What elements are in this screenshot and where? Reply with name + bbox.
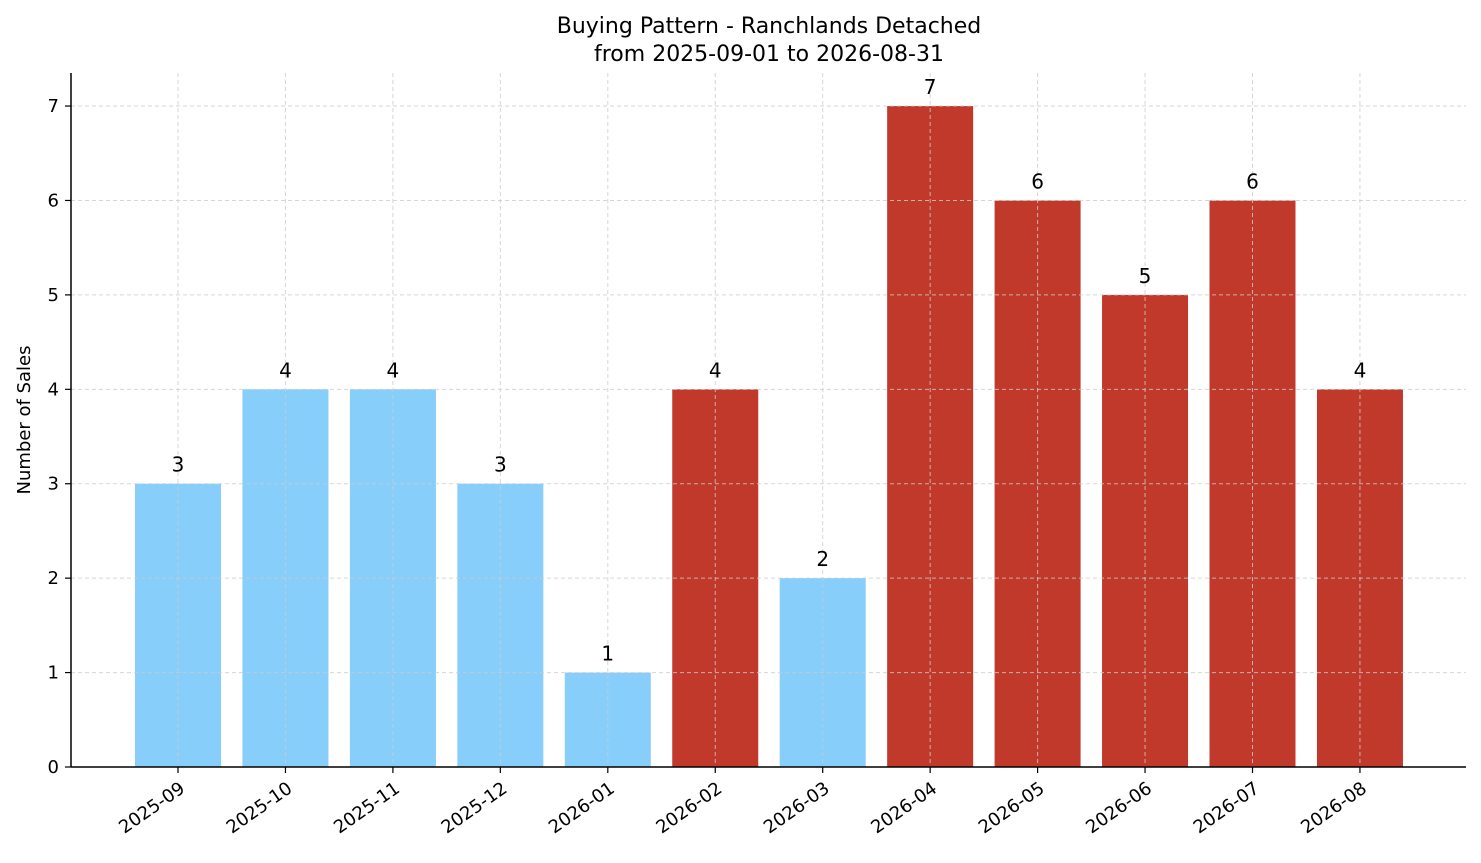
bar-value-label: 4 <box>387 358 400 382</box>
y-tick-label: 2 <box>48 568 59 589</box>
x-tick-label: 2026-03 <box>760 778 834 838</box>
x-tick-label: 2026-08 <box>1297 778 1371 838</box>
chart-title: Buying Pattern - Ranchlands Detached <box>557 14 982 39</box>
bar-value-label: 3 <box>172 453 185 477</box>
y-tick-label: 4 <box>48 379 59 400</box>
y-axis-label: Number of Sales <box>14 345 35 494</box>
bar-value-label: 7 <box>924 75 937 99</box>
x-tick-label: 2026-05 <box>975 778 1049 838</box>
bar-value-label: 3 <box>494 453 507 477</box>
bar-value-label: 4 <box>1354 358 1367 382</box>
bar <box>1209 200 1296 768</box>
y-tick-label: 6 <box>48 190 59 211</box>
x-tick-label: 2026-01 <box>545 778 619 838</box>
chart-subtitle: from 2025-09-01 to 2026-08-31 <box>594 42 944 67</box>
x-tick-label: 2026-02 <box>652 778 726 838</box>
x-tick-label: 2025-11 <box>330 778 404 838</box>
x-tick-label: 2025-10 <box>223 778 297 838</box>
x-tick-label: 2026-04 <box>867 778 941 838</box>
y-tick-label: 5 <box>48 285 59 306</box>
bar-value-label: 1 <box>601 642 614 666</box>
y-tick-label: 0 <box>48 757 59 778</box>
x-tick-label: 2025-09 <box>115 778 189 838</box>
y-tick-label: 3 <box>48 474 59 495</box>
bar-value-label: 4 <box>709 358 722 382</box>
bar-value-labels: 3 4 4 3 1 4 2 7 6 5 6 4 <box>172 75 1367 666</box>
bar-value-label: 2 <box>816 547 829 571</box>
bar-value-label: 5 <box>1139 264 1152 288</box>
bar-value-label: 6 <box>1031 169 1044 193</box>
x-tick-label: 2025-12 <box>438 778 512 838</box>
bar-value-label: 4 <box>279 358 292 382</box>
bar-value-label: 6 <box>1246 169 1259 193</box>
x-tick-label: 2026-07 <box>1190 778 1264 838</box>
y-tick-label: 1 <box>48 663 59 684</box>
x-tick-label: 2026-06 <box>1082 778 1156 838</box>
y-tick-label: 7 <box>48 96 59 117</box>
bars <box>135 106 1403 768</box>
bar <box>887 106 974 768</box>
